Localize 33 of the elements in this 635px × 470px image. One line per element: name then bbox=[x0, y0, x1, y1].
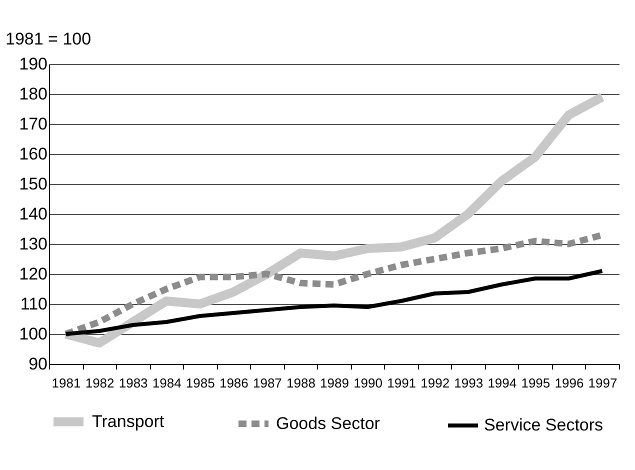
x-tick-label: 1986 bbox=[219, 376, 248, 390]
x-tick-label: 1983 bbox=[118, 376, 148, 390]
legend-label: Goods Sector bbox=[276, 414, 380, 433]
x-tick-label: 1996 bbox=[554, 376, 584, 390]
x-tick-label: 1981 bbox=[52, 376, 81, 390]
x-tick-label: 1989 bbox=[320, 376, 349, 390]
legend-label: Service Sectors bbox=[484, 416, 604, 434]
y-tick-label: 110 bbox=[20, 294, 48, 314]
y-tick-label: 90 bbox=[28, 354, 48, 374]
x-tick-label: 1988 bbox=[286, 376, 316, 390]
x-tick-label: 1997 bbox=[588, 376, 618, 390]
y-tick-label: 180 bbox=[19, 84, 48, 104]
x-tick-label: 1982 bbox=[85, 376, 114, 390]
x-tick-label: 1985 bbox=[186, 376, 215, 390]
x-tick-label: 1990 bbox=[354, 376, 382, 390]
y-tick-label: 120 bbox=[19, 264, 48, 284]
x-tick-label: 1992 bbox=[420, 376, 450, 390]
y-tick-label: 150 bbox=[19, 174, 48, 194]
y-tick-label: 140 bbox=[19, 204, 48, 224]
x-tick-label: 1994 bbox=[488, 376, 517, 390]
legend-label: Transport bbox=[92, 412, 164, 431]
line-series bbox=[64, 269, 604, 336]
x-tick-label: 1991 bbox=[387, 376, 416, 390]
y-tick-label: 190 bbox=[19, 54, 48, 74]
y-axis-title: 1981 = 100 bbox=[6, 30, 92, 48]
y-tick-label: 100 bbox=[19, 324, 48, 344]
x-tick-label: 1995 bbox=[521, 376, 550, 390]
x-tick-label: 1987 bbox=[252, 376, 282, 390]
x-tick-label: 1984 bbox=[152, 376, 182, 390]
x-tick-label: 1993 bbox=[454, 376, 484, 390]
y-tick-label: 160 bbox=[19, 144, 48, 164]
y-tick-label: 130 bbox=[19, 234, 48, 254]
y-tick-label: 170 bbox=[19, 114, 48, 134]
